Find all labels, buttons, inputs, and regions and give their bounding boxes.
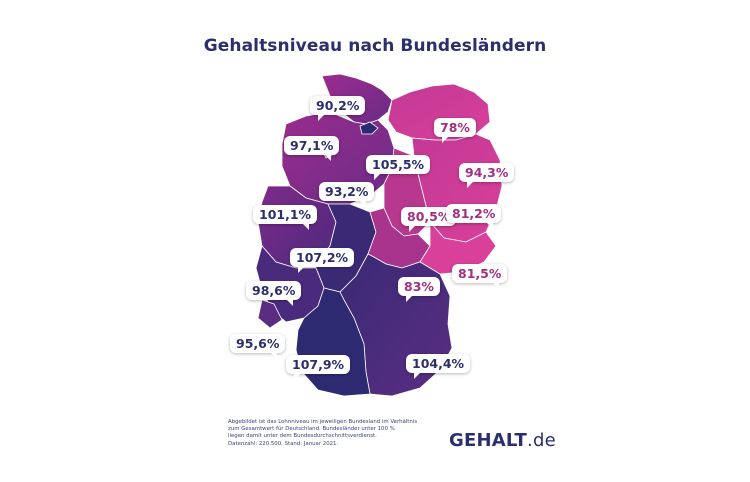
region-hamburg [359, 121, 379, 135]
bubble-rheinland-pfalz: 98,6% [246, 281, 302, 306]
logo-tld: .de [527, 430, 556, 451]
bubble-sachsen-83: 83% [398, 277, 440, 302]
bubble-baden-wuerttemberg: 107,9% [286, 355, 351, 380]
bubble-saarland: 95,6% [230, 334, 286, 359]
footnote-line: Abgebildet ist das Lohnniveau im jeweili… [228, 419, 418, 425]
footnote-line: liegen damit unter dem Bundesdurchschnit… [228, 433, 377, 440]
footnote-line: zum Gesamtwert für Deutschland. Bundeslä… [228, 426, 395, 433]
bubble-brandenburg: 81,2% [446, 204, 502, 229]
footnote-line: Datenzahl: 220.500. Stand: Januar 2021. [228, 440, 339, 447]
footnote: Abgebildet ist das Lohnniveau im jeweili… [228, 419, 458, 448]
bubble-berlin: 94,3% [459, 163, 515, 188]
region-sachsen [419, 220, 497, 275]
region-saarland [257, 299, 283, 329]
logo-brand: GEHALT [449, 430, 528, 451]
bubble-nordrhein-westfalen: 101,1% [253, 205, 318, 230]
page-title: Gehaltsniveau nach Bundesländern [203, 36, 547, 56]
bubble-schleswig-holstein: 90,2% [310, 96, 366, 121]
bubble-hessen: 107,2% [290, 248, 355, 273]
bubble-hamburg: 105,5% [366, 155, 431, 180]
gehalt-logo: GEHALT.de [449, 430, 556, 451]
bubble-thueringen: 80,5% [401, 207, 457, 232]
bubble-bremen: 97,1% [284, 136, 340, 161]
bubble-bayern: 104,4% [406, 354, 471, 379]
bubble-mecklenburg-vorpommern: 78% [434, 118, 476, 143]
bubble-sachsen: 81,5% [452, 264, 508, 289]
bubble-niedersachsen: 93,2% [319, 182, 375, 207]
